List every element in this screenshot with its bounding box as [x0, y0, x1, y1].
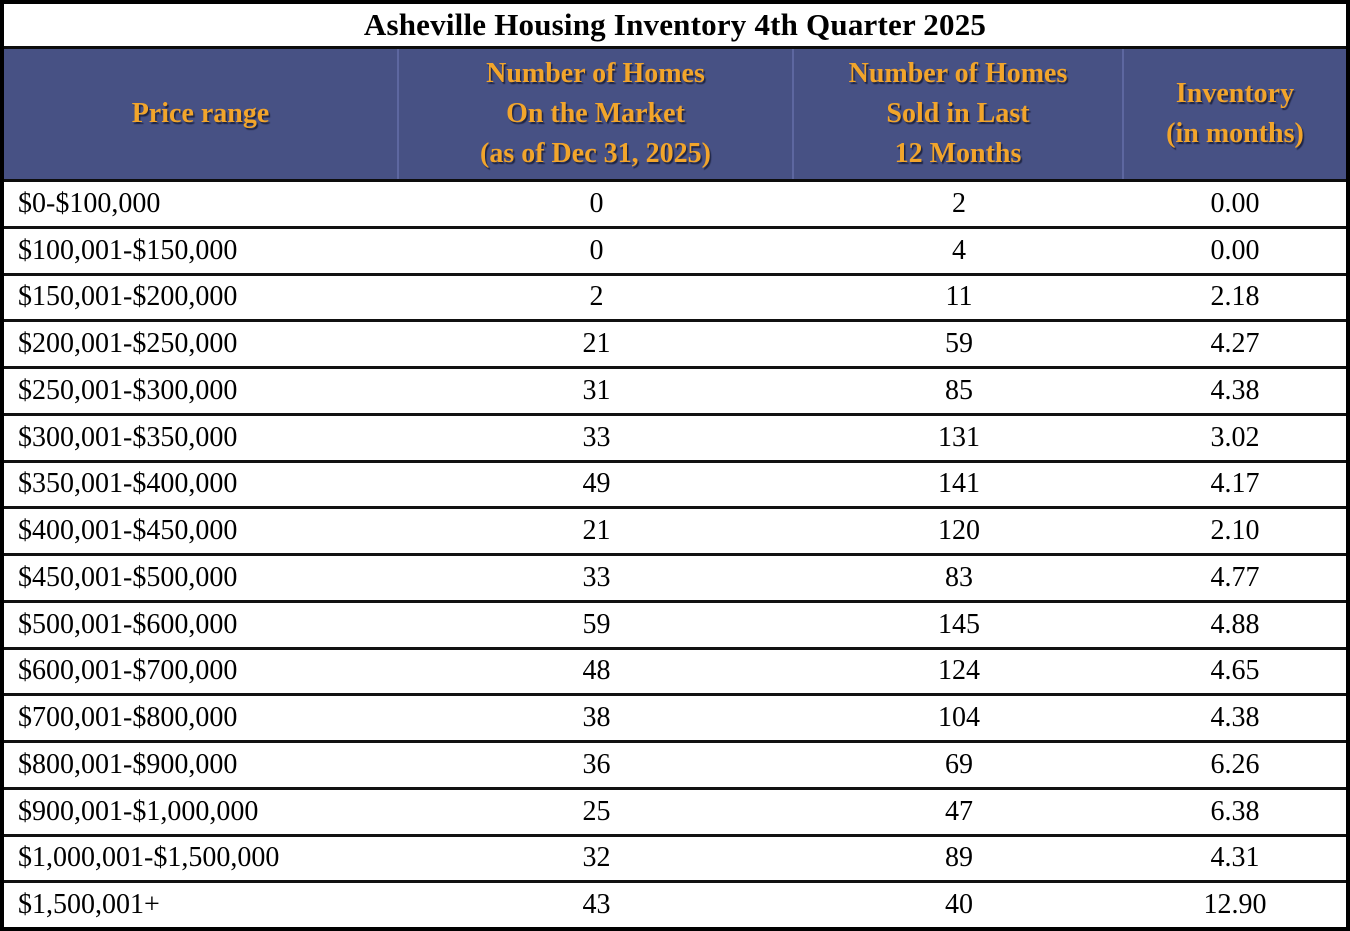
cell-inventory-months: 0.00 [1210, 234, 1260, 266]
cell-price-range: $800,001-$900,000 [18, 748, 238, 780]
cell-inventory-months: 4.77 [1210, 561, 1260, 593]
table-row: $450,001-$500,000 33 83 4.77 [4, 553, 1346, 600]
cell-homes-sold: 59 [945, 328, 973, 360]
cell-homes-sold: 85 [945, 374, 973, 406]
header-line: On the Market [506, 98, 685, 129]
table-title: Asheville Housing Inventory 4th Quarter … [363, 7, 987, 42]
cell-price-range: $250,001-$300,000 [18, 374, 238, 406]
table-row: $1,500,001+ 43 40 12.90 [4, 880, 1346, 927]
cell-homes-sold: 4 [952, 234, 966, 266]
table-header-row: Price range Number of Homes On the Marke… [4, 49, 1346, 182]
header-line: Number of Homes [848, 58, 1068, 89]
cell-inventory-months: 4.65 [1210, 655, 1260, 687]
table-row: $600,001-$700,000 48 124 4.65 [4, 646, 1346, 694]
table-row: $250,001-$300,000 31 85 4.38 [4, 366, 1346, 413]
header-line: 12 Months [894, 138, 1022, 169]
cell-homes-on-market: 0 [589, 234, 604, 266]
header-line: (as of Dec 31, 2025) [480, 138, 711, 169]
cell-inventory-months: 12.90 [1203, 889, 1267, 921]
cell-homes-on-market: 21 [582, 515, 611, 547]
cell-inventory-months: 4.38 [1210, 374, 1260, 406]
header-line: Price range [131, 98, 270, 129]
cell-price-range: $300,001-$350,000 [18, 421, 238, 453]
cell-homes-on-market: 33 [582, 421, 611, 453]
header-line: Sold in Last [886, 98, 1030, 129]
header-line: (in months) [1166, 118, 1304, 149]
table-body: $0-$100,000 0 2 0.00 $100,001-$150,000 0 4 0.00… [4, 182, 1346, 927]
table-row: $350,001-$400,000 49 141 4.17 [4, 459, 1346, 507]
table-row: $800,001-$900,000 36 69 6.26 [4, 740, 1346, 787]
header-line: Inventory [1175, 78, 1295, 109]
cell-inventory-months: 6.38 [1210, 795, 1260, 827]
cell-homes-on-market: 33 [582, 561, 611, 593]
cell-homes-sold: 124 [938, 655, 980, 687]
cell-inventory-months: 2.10 [1210, 515, 1260, 547]
table-title-bar: Asheville Housing Inventory 4th Quarter … [4, 4, 1346, 49]
cell-homes-sold: 69 [945, 748, 973, 780]
table-row: $900,001-$1,000,000 25 47 6.38 [4, 786, 1346, 834]
cell-homes-on-market: 25 [582, 795, 611, 827]
table-row: $100,001-$150,000 0 4 0.00 [4, 225, 1346, 273]
table-row: $200,001-$250,000 21 59 4.27 [4, 319, 1346, 366]
column-header-price-range: Price range [4, 49, 399, 179]
cell-price-range: $350,001-$400,000 [18, 468, 238, 500]
cell-homes-on-market: 2 [589, 281, 604, 313]
cell-price-range: $450,001-$500,000 [18, 561, 238, 593]
cell-inventory-months: 6.26 [1210, 748, 1260, 780]
cell-homes-sold: 47 [945, 795, 973, 827]
cell-price-range: $0-$100,000 [18, 187, 161, 219]
cell-homes-on-market: 38 [582, 702, 611, 734]
cell-homes-on-market: 31 [582, 374, 611, 406]
cell-price-range: $400,001-$450,000 [18, 515, 238, 547]
table-row: $1,000,001-$1,500,000 32 89 4.31 [4, 833, 1346, 881]
cell-homes-on-market: 43 [582, 889, 611, 921]
cell-price-range: $200,001-$250,000 [18, 328, 238, 360]
table-row: $500,001-$600,000 59 145 4.88 [4, 599, 1346, 647]
cell-homes-sold: 131 [938, 421, 980, 453]
column-header-inventory-months: Inventory (in months) [1124, 49, 1346, 179]
table-row: $400,001-$450,000 21 120 2.10 [4, 506, 1346, 553]
cell-inventory-months: 2.18 [1210, 281, 1260, 313]
cell-inventory-months: 0.00 [1210, 187, 1260, 219]
cell-homes-sold: 120 [938, 515, 980, 547]
cell-homes-on-market: 36 [582, 748, 611, 780]
column-header-homes-on-market: Number of Homes On the Market (as of Dec… [399, 49, 794, 179]
table-row: $700,001-$800,000 38 104 4.38 [4, 693, 1346, 740]
cell-homes-sold: 141 [938, 468, 980, 500]
cell-price-range: $150,001-$200,000 [18, 281, 238, 313]
cell-homes-sold: 40 [945, 889, 973, 921]
cell-price-range: $600,001-$700,000 [18, 655, 238, 687]
cell-inventory-months: 3.02 [1210, 421, 1260, 453]
table-row: $150,001-$200,000 2 11 2.18 [4, 272, 1346, 320]
cell-homes-sold: 11 [945, 281, 973, 313]
column-header-homes-sold: Number of Homes Sold in Last 12 Months [794, 49, 1124, 179]
cell-homes-on-market: 59 [582, 608, 611, 640]
cell-price-range: $700,001-$800,000 [18, 702, 238, 734]
cell-homes-sold: 89 [945, 842, 973, 874]
cell-homes-sold: 2 [952, 187, 966, 219]
cell-inventory-months: 4.17 [1210, 468, 1260, 500]
cell-homes-on-market: 32 [582, 842, 611, 874]
header-line: Number of Homes [486, 58, 705, 89]
cell-homes-sold: 104 [938, 702, 980, 734]
cell-homes-on-market: 49 [582, 468, 611, 500]
cell-price-range: $500,001-$600,000 [18, 608, 238, 640]
cell-homes-on-market: 21 [582, 328, 611, 360]
cell-price-range: $100,001-$150,000 [18, 234, 238, 266]
cell-homes-on-market: 0 [589, 187, 604, 219]
table-row: $0-$100,000 0 2 0.00 [4, 182, 1346, 226]
cell-price-range: $900,001-$1,000,000 [18, 795, 259, 827]
cell-price-range: $1,500,001+ [18, 889, 160, 921]
cell-inventory-months: 4.88 [1210, 608, 1260, 640]
cell-price-range: $1,000,001-$1,500,000 [18, 842, 280, 874]
cell-homes-on-market: 48 [582, 655, 611, 687]
cell-inventory-months: 4.31 [1210, 842, 1260, 874]
cell-homes-sold: 83 [945, 561, 973, 593]
cell-inventory-months: 4.27 [1210, 328, 1260, 360]
cell-inventory-months: 4.38 [1210, 702, 1260, 734]
table-row: $300,001-$350,000 33 131 3.02 [4, 412, 1346, 460]
cell-homes-sold: 145 [938, 608, 980, 640]
